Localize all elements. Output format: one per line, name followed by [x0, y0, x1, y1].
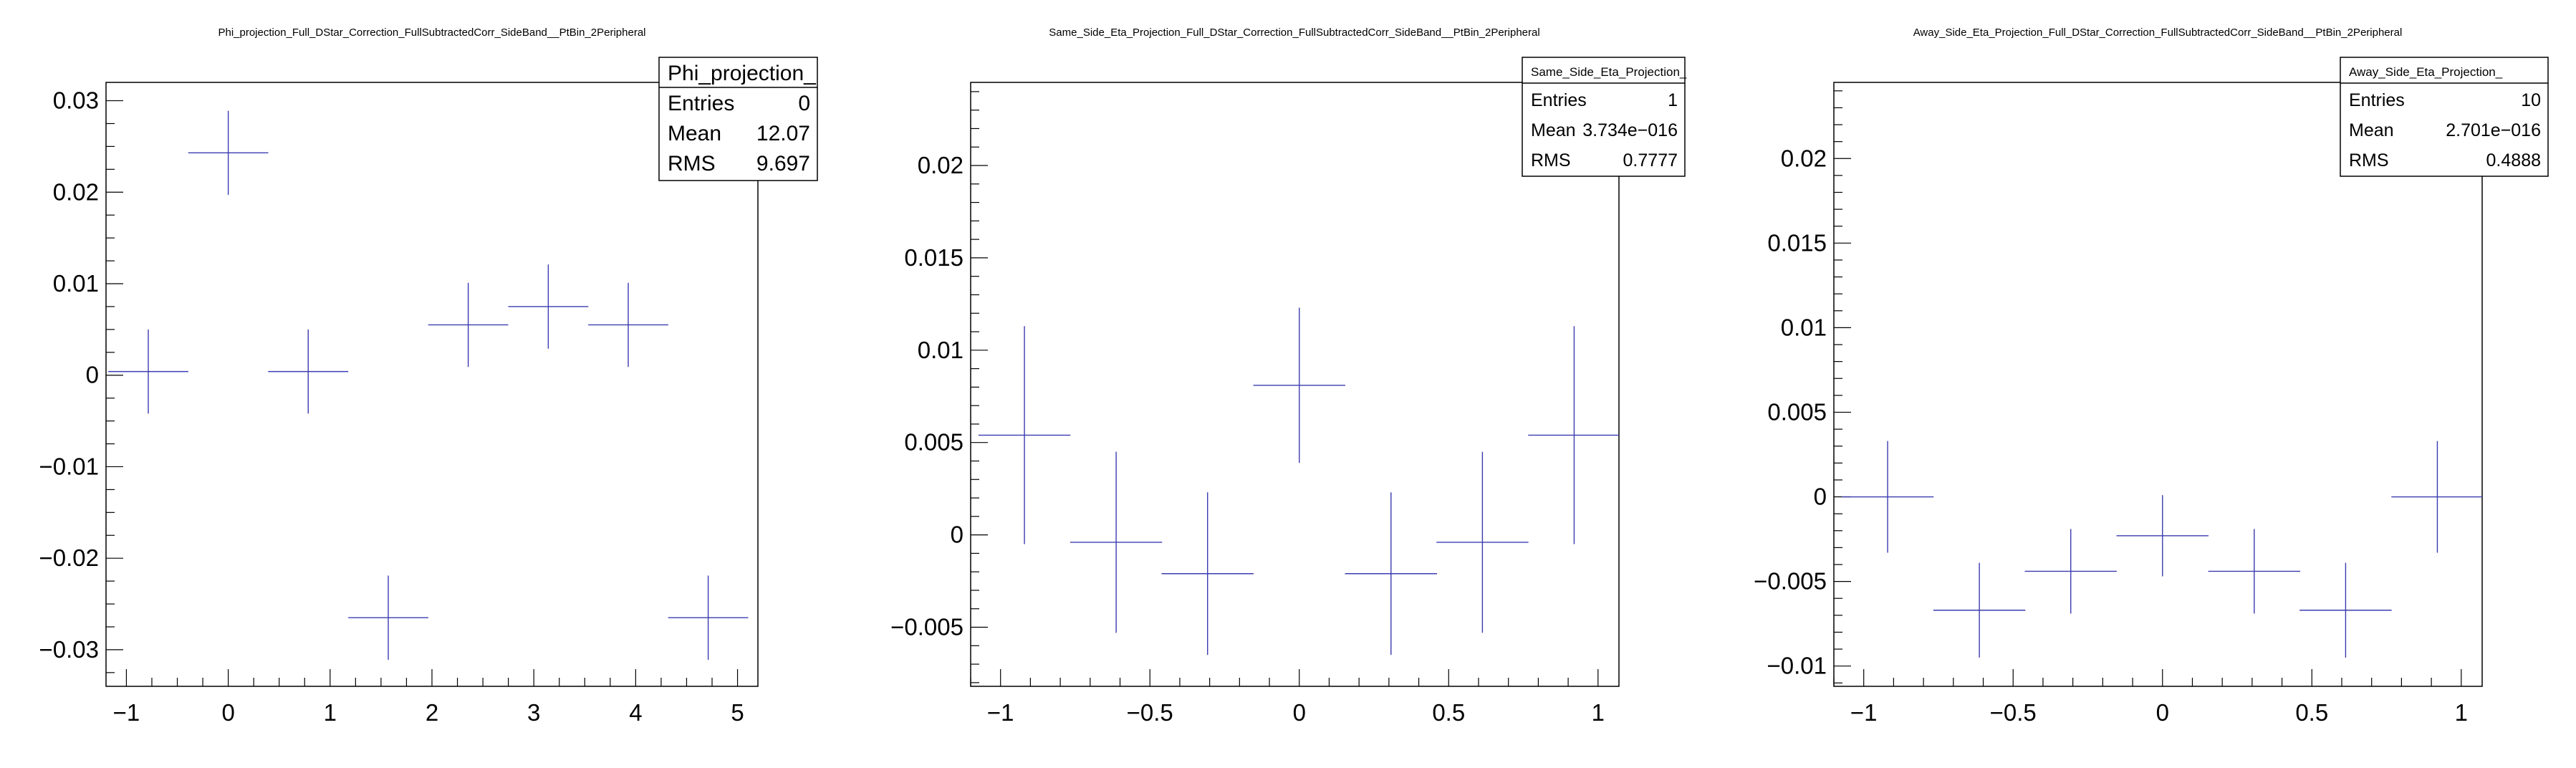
data-point — [2024, 529, 2117, 614]
x-tick-label: 1 — [2455, 699, 2468, 726]
panel-1: Phi_projection_Full_DStar_Correction_Ful… — [39, 27, 818, 726]
data-point — [508, 264, 589, 349]
y-tick-label: 0.01 — [1781, 314, 1827, 340]
y-tick-label: 0.01 — [53, 270, 99, 297]
y-tick-label: 0.005 — [904, 429, 963, 456]
y-tick-label: 0.03 — [53, 87, 99, 114]
y-tick-label: 0.02 — [1781, 145, 1827, 171]
panel-3: Away_Side_Eta_Projection_Full_DStar_Corr… — [1754, 27, 2549, 726]
y-tick-label: −0.03 — [39, 636, 100, 663]
x-tick-label: 0 — [221, 699, 234, 726]
data-point — [1161, 492, 1254, 656]
data-point — [1528, 326, 1619, 544]
y-tick-label: −0.005 — [890, 614, 963, 640]
data-point — [188, 110, 269, 196]
stats-box: Same_Side_Eta_Projection_ Entries 1 Mean 3.7… — [1522, 57, 1687, 177]
y-tick-label: 0.01 — [918, 337, 963, 363]
data-point — [1253, 307, 1345, 464]
stats-label: Mean — [2349, 120, 2394, 140]
x-tick-label: 0 — [1293, 699, 1306, 726]
x-tick-label: −1 — [1850, 699, 1878, 726]
x-tick-label: −1 — [987, 699, 1014, 726]
stats-label: Mean — [1531, 120, 1576, 140]
stats-value: 0.7777 — [1623, 150, 1678, 171]
stats-value: 10 — [2521, 90, 2541, 110]
x-tick-label: 2 — [426, 699, 438, 726]
panel-2: Same_Side_Eta_Projection_Full_DStar_Corr… — [890, 27, 1687, 726]
stats-box-frame — [2340, 57, 2549, 177]
chart-title: Same_Side_Eta_Projection_Full_DStar_Corr… — [1049, 27, 1539, 39]
stats-box-frame — [658, 57, 818, 181]
y-tick-label: −0.01 — [39, 453, 100, 479]
y-tick-label: −0.01 — [1767, 653, 1827, 679]
stats-box: Phi_projection_ Entries 0 Mean 12.07 RMS 9.697 — [658, 57, 818, 181]
data-point — [2116, 495, 2209, 577]
x-tick-label: 4 — [629, 699, 642, 726]
stats-name: Phi_projection_ — [668, 62, 817, 85]
y-tick-label: 0 — [86, 362, 99, 388]
data-point — [1933, 562, 2026, 658]
y-tick-label: 0 — [951, 522, 963, 548]
data-point — [2208, 529, 2301, 614]
stats-label: RMS — [668, 152, 716, 176]
data-point — [348, 575, 428, 660]
stats-label: Entries — [2349, 90, 2405, 110]
stats-value: 0.4888 — [2486, 150, 2541, 171]
data-point — [1436, 451, 1529, 633]
stats-box-frame — [1522, 57, 1686, 177]
x-tick-label: −0.5 — [1990, 699, 2037, 726]
chart-title: Phi_projection_Full_DStar_Correction_Ful… — [218, 27, 645, 39]
data-point — [978, 326, 1071, 544]
y-tick-label: 0.005 — [1767, 398, 1827, 425]
x-tick-label: −0.5 — [1127, 699, 1173, 726]
plot-frame — [1833, 82, 2483, 687]
data-point — [428, 282, 509, 368]
x-tick-label: 0 — [2156, 699, 2169, 726]
data-point — [268, 329, 349, 414]
stats-label: Entries — [668, 92, 734, 115]
stats-label: RMS — [1531, 150, 1571, 171]
stats-name: Away_Side_Eta_Projection_ — [2349, 65, 2503, 79]
stats-label: Entries — [1531, 90, 1587, 110]
x-tick-label: 1 — [1592, 699, 1605, 726]
stats-name: Same_Side_Eta_Projection_ — [1531, 65, 1687, 79]
stats-label: Mean — [668, 122, 721, 145]
data-point — [2299, 562, 2392, 658]
y-tick-label: 0.02 — [53, 178, 99, 205]
chart-title: Away_Side_Eta_Projection_Full_DStar_Corr… — [1913, 27, 2403, 39]
stats-value: 3.734e−016 — [1582, 120, 1678, 140]
stats-box: Away_Side_Eta_Projection_ Entries 10 Mean 2.… — [2340, 57, 2549, 177]
x-tick-label: 5 — [731, 699, 744, 726]
stats-value: 12.07 — [756, 122, 810, 145]
stats-label: RMS — [2349, 150, 2389, 171]
x-tick-label: 0.5 — [1432, 699, 1465, 726]
x-tick-label: 0.5 — [2295, 699, 2328, 726]
data-point — [1345, 492, 1438, 656]
y-tick-label: 0.015 — [904, 244, 963, 271]
x-tick-label: −1 — [113, 699, 140, 726]
y-tick-label: 0.015 — [1767, 229, 1827, 256]
y-tick-label: 0.02 — [918, 152, 963, 178]
plot-frame — [970, 82, 1620, 687]
data-point — [1841, 441, 1934, 553]
stats-value: 2.701e−016 — [2446, 120, 2541, 140]
data-point — [108, 329, 188, 414]
data-point — [588, 282, 668, 368]
y-tick-label: 0 — [1814, 484, 1827, 510]
y-tick-label: −0.005 — [1754, 568, 1827, 595]
stats-value: 9.697 — [756, 152, 810, 176]
y-tick-label: −0.02 — [39, 544, 100, 571]
x-tick-label: 1 — [324, 699, 337, 726]
stats-value: 1 — [1668, 90, 1678, 110]
data-point — [2391, 441, 2482, 553]
x-tick-label: 3 — [527, 699, 540, 726]
data-point — [1070, 451, 1163, 633]
stats-value: 0 — [798, 92, 810, 115]
data-point — [668, 575, 749, 660]
